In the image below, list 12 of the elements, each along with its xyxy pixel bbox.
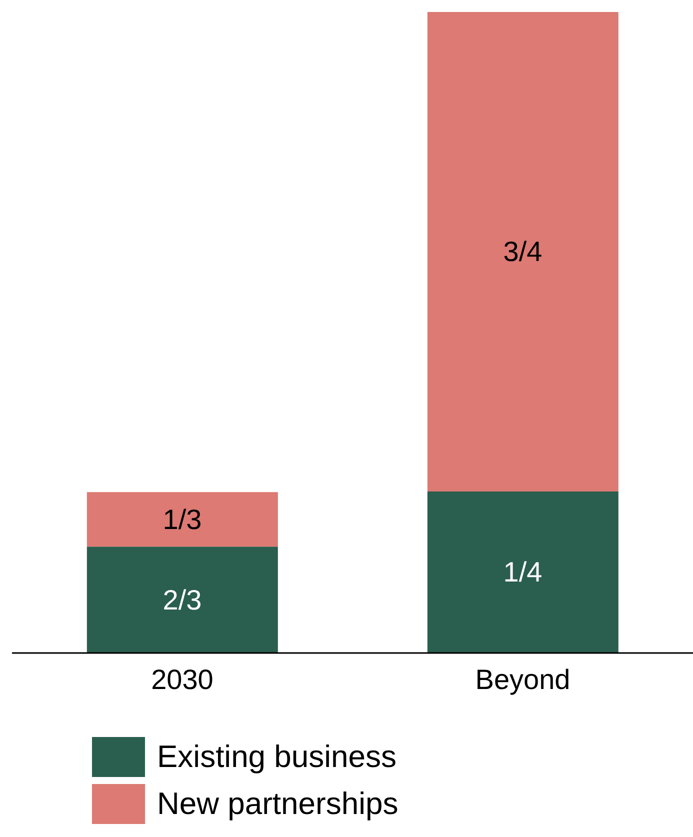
bar [86,492,278,547]
x-tick-label: 2030 [151,664,214,695]
bar [86,546,278,653]
bar [427,491,618,653]
annotation: 3/4 [503,236,542,268]
legend-label: Existing business [157,738,397,774]
x-tick-label: Beyond [475,664,570,695]
legend-label: New partnerships [157,786,398,822]
annotation: 2/3 [162,584,202,616]
annotation: 1/3 [162,504,202,535]
bar [427,12,618,492]
annotation: 1/4 [503,556,542,588]
